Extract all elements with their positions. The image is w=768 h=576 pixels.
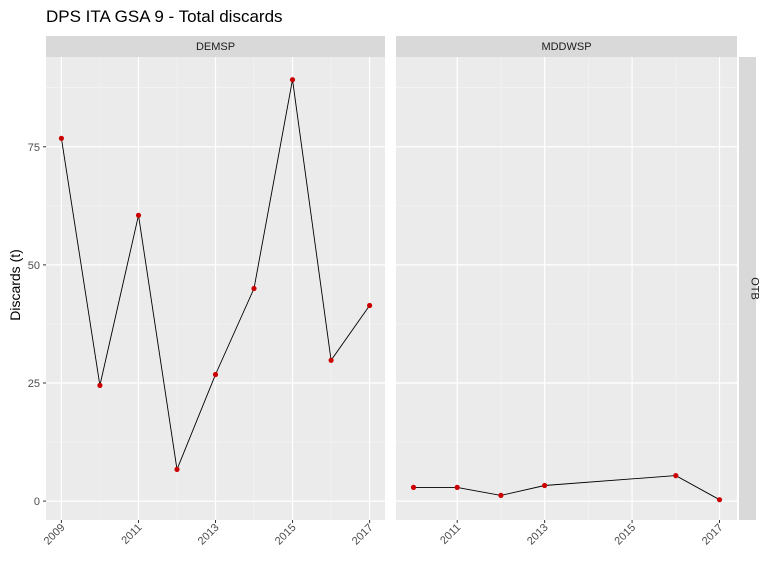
x-tick-label: 2017 (350, 522, 376, 548)
data-point (328, 357, 334, 363)
facet-mddwsp: MDDWSP 2011 2013 2015 2017 (396, 36, 737, 547)
data-point (498, 492, 504, 498)
x-tick-label: 2015 (273, 522, 299, 548)
data-point (97, 382, 103, 388)
x-tick-label: 2011 (119, 522, 144, 547)
y-tick-label: 0 (34, 496, 40, 508)
x-tick-label: 2017 (700, 522, 726, 548)
x-tick-label: 2015 (612, 522, 638, 548)
data-point (135, 212, 142, 218)
data-point (410, 484, 417, 490)
x-tick-label: 2011 (438, 522, 463, 547)
series-line (413, 475, 720, 501)
facet-strip-label: MDDWSP (541, 41, 591, 53)
data-point (58, 135, 64, 141)
row-strip-label: OTB (749, 277, 761, 300)
facet-strip-bg (46, 36, 385, 57)
x-tick-label: 2013 (525, 522, 551, 548)
data-point (212, 371, 219, 378)
data-point (673, 473, 679, 479)
row-strip-bg (739, 57, 756, 520)
data-point (174, 466, 180, 472)
facet-strip-bg (396, 36, 737, 57)
facet-demsp: DEMSP 0 25 50 75 2009 2011 2013 2015 2017 (28, 36, 385, 547)
data-point (367, 302, 373, 309)
y-axis-title: Discards (t) (7, 249, 23, 321)
data-point (251, 285, 257, 292)
y-tick-label: 50 (28, 260, 40, 272)
data-point (454, 484, 460, 490)
facet-strip-label: DEMSP (196, 41, 235, 53)
x-tick-label: 2009 (42, 522, 68, 548)
y-tick-label: 75 (28, 142, 40, 154)
panel-background (396, 57, 737, 520)
y-tick-label: 25 (28, 378, 40, 390)
data-point (289, 77, 296, 83)
data-point (716, 497, 723, 503)
chart-title: DPS ITA GSA 9 - Total discards (46, 7, 283, 26)
x-tick-label: 2013 (196, 522, 222, 548)
data-point (542, 482, 548, 489)
